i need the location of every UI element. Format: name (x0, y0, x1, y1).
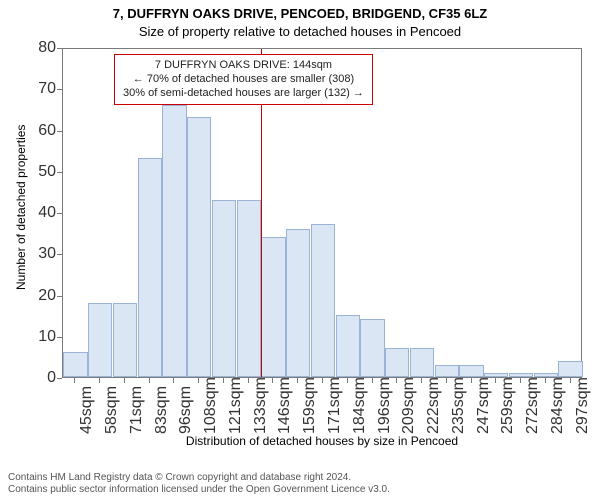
x-tick-mark (520, 378, 521, 383)
histogram-bar (336, 315, 360, 377)
histogram-bar (410, 348, 434, 377)
x-tick-mark (322, 378, 323, 383)
x-tick-mark (124, 378, 125, 383)
x-tick-label: 297sqm (574, 386, 592, 434)
x-tick-label: 58sqm (103, 386, 121, 434)
histogram-bar (286, 229, 310, 378)
y-tick-mark (57, 89, 62, 90)
footer-line-2: Contains public sector information licen… (8, 484, 390, 496)
y-tick-label: 20 (38, 287, 56, 305)
x-tick-label: 159sqm (301, 386, 319, 434)
x-tick-label: 108sqm (202, 386, 220, 434)
attribution-footer: Contains HM Land Registry data © Crown c… (8, 472, 390, 496)
histogram-bar (187, 117, 211, 377)
x-tick-label: 133sqm (252, 386, 270, 434)
x-tick-mark (347, 378, 348, 383)
histogram-bar (212, 200, 236, 377)
x-tick-mark (223, 378, 224, 383)
property-annotation-box: 7 DUFFRYN OAKS DRIVE: 144sqm← 70% of det… (114, 54, 373, 105)
x-tick-mark (149, 378, 150, 383)
x-tick-label: 121sqm (227, 386, 245, 434)
x-tick-label: 247sqm (475, 386, 493, 434)
x-tick-label: 284sqm (549, 386, 567, 434)
x-tick-mark (248, 378, 249, 383)
x-tick-mark (272, 378, 273, 383)
x-tick-mark (99, 378, 100, 383)
y-tick-label: 60 (38, 122, 56, 140)
y-tick-mark (57, 131, 62, 132)
histogram-chart: 7, DUFFRYN OAKS DRIVE, PENCOED, BRIDGEND… (0, 0, 600, 500)
y-tick-mark (57, 172, 62, 173)
histogram-bar (237, 200, 261, 377)
x-tick-label: 209sqm (400, 386, 418, 434)
histogram-bar (261, 237, 285, 377)
y-tick-label: 70 (38, 80, 56, 98)
x-tick-mark (74, 378, 75, 383)
x-tick-label: 45sqm (78, 386, 96, 434)
histogram-bar (435, 365, 459, 377)
histogram-bar (311, 224, 335, 377)
x-tick-label: 259sqm (499, 386, 517, 434)
y-tick-label: 40 (38, 204, 56, 222)
histogram-bar (63, 352, 87, 377)
x-tick-label: 171sqm (326, 386, 344, 434)
y-tick-mark (57, 213, 62, 214)
x-tick-label: 272sqm (524, 386, 542, 434)
x-tick-mark (198, 378, 199, 383)
annotation-line: 30% of semi-detached houses are larger (… (123, 87, 364, 101)
histogram-bar (113, 303, 137, 377)
histogram-bar (88, 303, 112, 377)
x-tick-label: 184sqm (351, 386, 369, 434)
x-axis-label: Distribution of detached houses by size … (62, 434, 582, 448)
x-tick-mark (570, 378, 571, 383)
histogram-bar (558, 361, 582, 378)
x-tick-label: 235sqm (450, 386, 468, 434)
y-tick-label: 0 (47, 369, 56, 387)
y-tick-label: 30 (38, 245, 56, 263)
x-tick-label: 146sqm (276, 386, 294, 434)
histogram-bar (138, 158, 162, 377)
x-tick-mark (396, 378, 397, 383)
x-tick-label: 222sqm (425, 386, 443, 434)
x-tick-mark (446, 378, 447, 383)
y-tick-label: 80 (38, 39, 56, 57)
footer-line-1: Contains HM Land Registry data © Crown c… (8, 472, 390, 484)
x-tick-label: 71sqm (128, 386, 146, 434)
x-tick-label: 196sqm (376, 386, 394, 434)
y-tick-label: 50 (38, 163, 56, 181)
annotation-line: 7 DUFFRYN OAKS DRIVE: 144sqm (123, 59, 364, 73)
x-tick-mark (173, 378, 174, 383)
annotation-line: ← 70% of detached houses are smaller (30… (123, 73, 364, 87)
x-tick-mark (372, 378, 373, 383)
x-tick-mark (545, 378, 546, 383)
x-tick-mark (471, 378, 472, 383)
x-tick-mark (495, 378, 496, 383)
histogram-bar (162, 105, 186, 377)
histogram-bar (459, 365, 483, 377)
y-tick-mark (57, 296, 62, 297)
y-tick-mark (57, 337, 62, 338)
y-tick-mark (57, 378, 62, 379)
y-axis-label: Number of detached properties (14, 125, 28, 290)
x-tick-label: 83sqm (153, 386, 171, 434)
chart-title-address: 7, DUFFRYN OAKS DRIVE, PENCOED, BRIDGEND… (0, 6, 600, 21)
x-tick-mark (421, 378, 422, 383)
x-tick-mark (297, 378, 298, 383)
y-tick-mark (57, 254, 62, 255)
histogram-bar (360, 319, 384, 377)
y-tick-label: 10 (38, 328, 56, 346)
x-tick-label: 96sqm (177, 386, 195, 434)
histogram-bar (385, 348, 409, 377)
y-tick-mark (57, 48, 62, 49)
chart-title-description: Size of property relative to detached ho… (0, 24, 600, 39)
